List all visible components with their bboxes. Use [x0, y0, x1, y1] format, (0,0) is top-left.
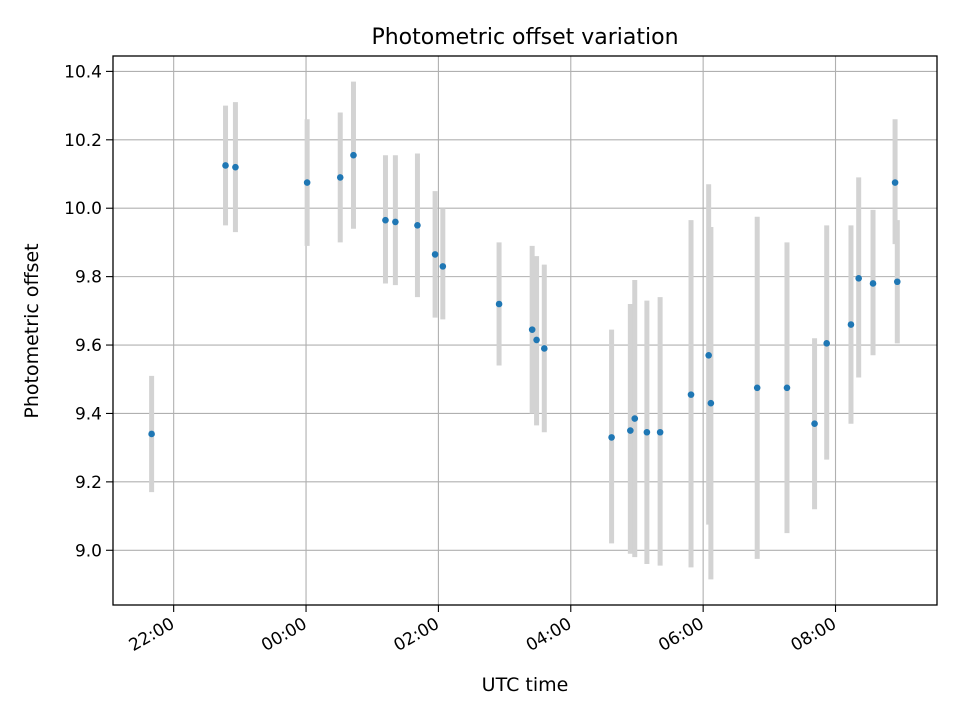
data-point	[627, 427, 634, 434]
data-point	[608, 434, 615, 441]
chart-title: Photometric offset variation	[371, 25, 678, 50]
y-tick-label: 9.2	[75, 473, 102, 493]
data-point	[643, 428, 651, 436]
x-tick-label: 08:00	[788, 614, 840, 656]
y-tick-label: 9.4	[75, 404, 102, 424]
data-point	[148, 430, 155, 438]
data-point	[414, 222, 421, 229]
x-tick-label: 04:00	[523, 614, 575, 656]
data-point	[303, 179, 311, 186]
x-axis-ticks: 22:00 00:00 02:00 04:00 06:00 08:00	[126, 605, 840, 656]
data-point	[631, 415, 639, 422]
data-point	[528, 326, 536, 333]
error-bars	[149, 81, 900, 580]
y-tick-label: 10.4	[64, 62, 102, 82]
data-point	[823, 340, 830, 347]
data-point	[222, 162, 229, 169]
y-axis-ticks: 9.0 9.2 9.4 9.6 9.8 10.0 10.2 10.4	[64, 62, 113, 561]
x-axis-label: UTC time	[482, 674, 569, 696]
data-point	[783, 384, 791, 392]
data-point	[439, 263, 447, 270]
data-point	[869, 280, 877, 287]
data-point	[336, 174, 344, 181]
data-point	[893, 278, 901, 286]
y-tick-label: 9.0	[75, 541, 102, 561]
data-point	[541, 345, 548, 352]
data-point	[707, 399, 715, 407]
data-point	[891, 179, 899, 186]
x-tick-label: 00:00	[258, 614, 310, 656]
x-tick-label: 02:00	[390, 614, 442, 656]
data-point	[495, 300, 503, 308]
y-tick-label: 10.2	[64, 131, 102, 151]
grid-lines	[113, 56, 937, 605]
data-points	[148, 151, 901, 441]
data-point	[656, 428, 664, 436]
y-tick-label: 9.6	[75, 336, 102, 356]
data-point	[753, 384, 761, 392]
y-axis-label: Photometric offset	[21, 243, 43, 418]
data-point	[811, 420, 818, 428]
data-point	[855, 275, 862, 282]
data-point	[847, 321, 855, 328]
x-tick-label: 06:00	[655, 614, 707, 656]
data-point	[382, 216, 389, 224]
data-point	[533, 336, 540, 344]
y-tick-label: 9.8	[75, 268, 102, 288]
x-tick-label: 22:00	[126, 614, 178, 656]
data-point	[232, 163, 239, 171]
data-point	[431, 251, 439, 258]
data-point	[687, 391, 695, 398]
data-point	[705, 351, 712, 359]
plot-frame	[112, 55, 938, 606]
y-tick-label: 10.0	[64, 199, 102, 219]
data-point	[350, 151, 357, 159]
data-point	[392, 218, 399, 226]
